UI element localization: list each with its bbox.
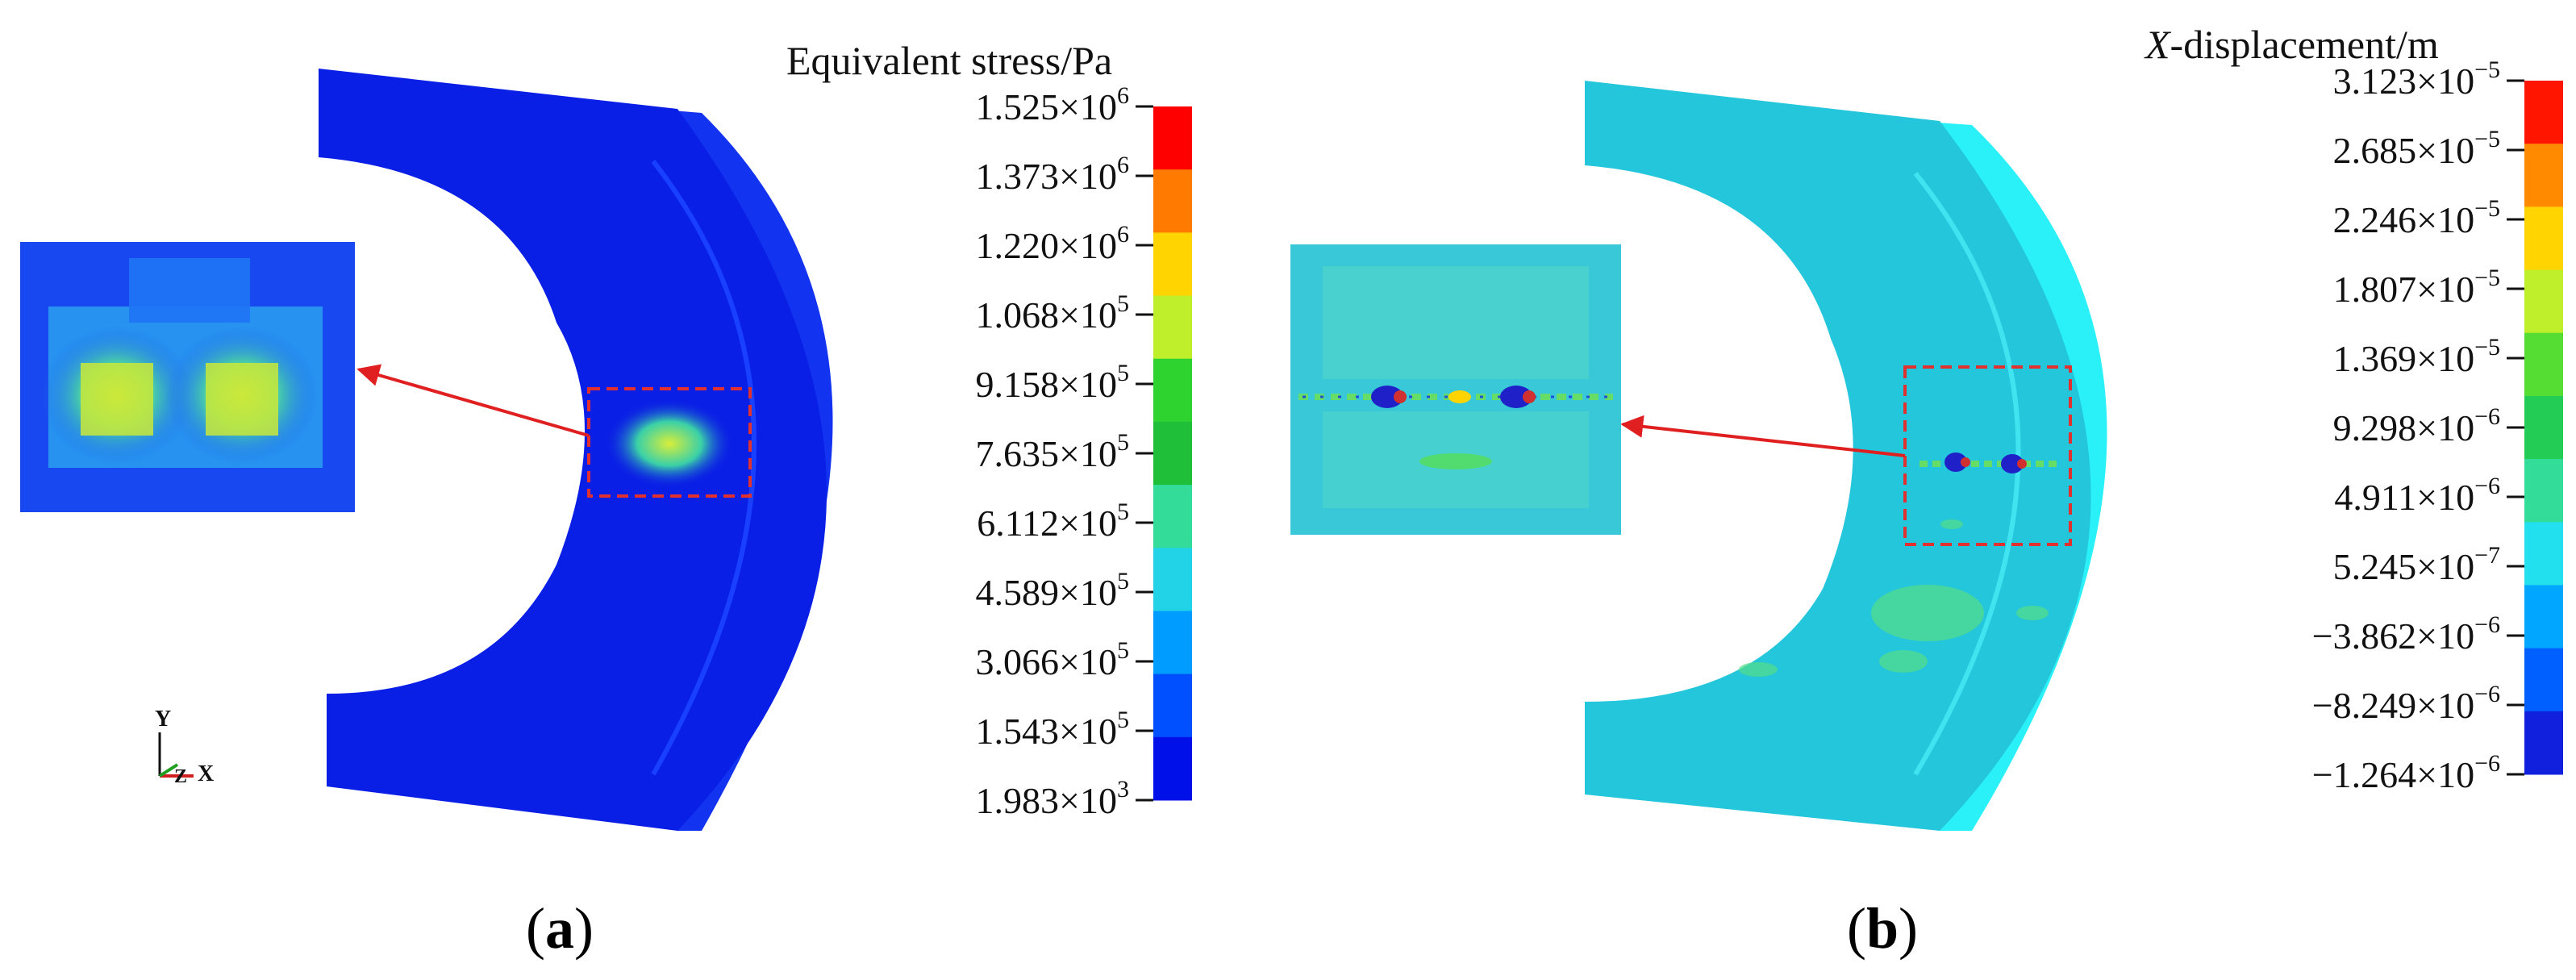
colorbar-tick-label: 2.246×10−5 <box>2333 195 2500 240</box>
panel-b-body-front <box>1585 81 2091 831</box>
colorbar-segment <box>1153 169 1192 233</box>
panel-a-stress-spot <box>605 399 734 488</box>
colorbar-tick-label: 1.369×10−5 <box>2333 334 2500 379</box>
panel-a-arrow <box>356 364 590 437</box>
colorbar-tick-label: −1.264×10−6 <box>2312 750 2500 795</box>
colorbar-segment <box>2524 648 2563 712</box>
colorbar-tick-label: 1.807×10−5 <box>2333 265 2500 310</box>
panel-b-bore-edge <box>1913 172 2021 776</box>
panel-b-arrow <box>1620 415 1906 457</box>
colorbar-tick-label: 1.220×106 <box>976 221 1129 266</box>
panel-b-inset <box>1290 244 1621 535</box>
panel-a-bore-edge <box>651 160 757 776</box>
axis-triad: Y Z X <box>155 707 214 787</box>
colorbar-tick-label: 9.298×10−6 <box>2333 403 2500 448</box>
colorbar-segment <box>1153 421 1192 486</box>
colorbar-tick-label: 4.589×105 <box>976 568 1129 613</box>
panel-a-zoom-box <box>587 387 752 498</box>
panel-a-caption: (a) <box>526 896 594 961</box>
colorbar-segment <box>2524 711 2563 775</box>
panel-b-caption: (b) <box>1847 896 1918 961</box>
colorbar-tick-label: 4.911×10−6 <box>2334 473 2500 518</box>
panel-b: X-displacement/m 3.123×10−5 2.685×10−5 2.2… <box>1290 22 2563 961</box>
colorbar-tick-label: 5.245×10−7 <box>2333 542 2500 587</box>
axis-x-label: X <box>198 761 214 786</box>
colorbar-segment <box>1153 548 1192 611</box>
panel-a-body-front <box>319 69 827 831</box>
panel-b-noise-patches <box>1739 519 2049 677</box>
colorbar-segment <box>1153 358 1192 423</box>
colorbar-segment <box>1153 232 1192 297</box>
panel-a-inset <box>20 242 355 512</box>
panel-b-displacement-spots <box>1919 452 2057 473</box>
colorbar-tick-label: 1.525×106 <box>976 82 1129 127</box>
colorbar-tick-label: 3.123×10−5 <box>2333 56 2500 102</box>
colorbar-segment <box>1153 736 1192 801</box>
colorbar-segment <box>2524 459 2563 523</box>
panel-a: Y Z X Equivalent stress/Pa 1.525×106 1.37… <box>20 38 1192 961</box>
colorbar-segment <box>2524 585 2563 649</box>
colorbar-segment <box>2524 395 2563 460</box>
colorbar-tick-label: 2.685×10−5 <box>2333 126 2500 171</box>
colorbar-segment <box>1153 673 1192 738</box>
colorbar-segment <box>1153 295 1192 360</box>
panel-b-caption-letter: b <box>1866 896 1899 961</box>
panel-a-colorbar <box>1153 106 1192 801</box>
panel-a-colorbar-ticks: 1.525×106 1.373×106 1.220×106 1.068×105 9.15… <box>976 82 1153 821</box>
colorbar-tick-label: 1.983×103 <box>976 776 1129 821</box>
axis-z-label: Z <box>174 766 187 787</box>
panel-b-colorbar-ticks: 3.123×10−5 2.685×10−5 2.246×10−5 1.807×10−5… <box>2312 56 2524 795</box>
colorbar-tick-label: 1.373×106 <box>976 152 1129 197</box>
colorbar-tick-label: 7.635×105 <box>976 429 1129 474</box>
colorbar-segment <box>2524 332 2563 397</box>
panel-b-colorbar-title: X-displacement/m <box>2144 22 2439 67</box>
colorbar-segment <box>1153 485 1192 548</box>
panel-a-caption-letter: a <box>545 896 574 961</box>
colorbar-segment <box>2524 269 2563 334</box>
colorbar-tick-label: 3.066×105 <box>976 637 1129 682</box>
colorbar-segment <box>2524 206 2563 271</box>
colorbar-tick-label: −3.862×10−6 <box>2312 611 2500 657</box>
panel-b-colorbar-title-rest: -displacement/m <box>2170 22 2439 67</box>
panel-a-caption-close: ) <box>574 896 594 961</box>
colorbar-tick-label: 1.068×105 <box>976 290 1129 336</box>
panel-b-caption-close: ) <box>1899 896 1918 961</box>
panel-b-colorbar <box>2524 81 2563 775</box>
panel-b-colorbar-title-italic: X <box>2144 22 2172 67</box>
panel-a-caption-open: ( <box>526 896 545 961</box>
colorbar-segment <box>1153 106 1192 170</box>
colorbar-segment <box>2524 522 2563 586</box>
colorbar-tick-label: 1.543×105 <box>976 707 1129 752</box>
colorbar-segment <box>2524 144 2563 207</box>
axis-y-label: Y <box>155 707 171 732</box>
colorbar-tick-label: 9.158×105 <box>976 360 1129 405</box>
panel-b-caption-open: ( <box>1847 896 1866 961</box>
colorbar-tick-label: 6.112×105 <box>977 498 1129 544</box>
colorbar-tick-label: −8.249×10−6 <box>2312 681 2500 726</box>
colorbar-segment <box>1153 611 1192 675</box>
panel-a-colorbar-title: Equivalent stress/Pa <box>786 38 1112 83</box>
colorbar-segment <box>2524 81 2563 144</box>
